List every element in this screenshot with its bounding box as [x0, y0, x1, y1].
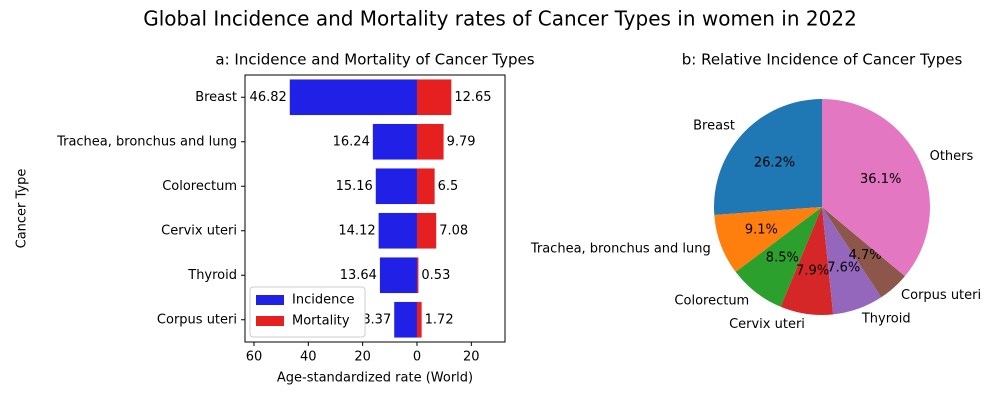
- pie-label: Thyroid: [861, 311, 911, 326]
- x-axis-label: Age-standardized rate (World): [277, 371, 473, 386]
- y-tick-label: Trachea, bronchus and lung: [56, 134, 237, 149]
- bar: [379, 257, 417, 294]
- pie-label: Others: [930, 149, 974, 164]
- figure-title: Global Incidence and Mortality rates of …: [143, 7, 857, 31]
- bar: [416, 212, 437, 249]
- bar: [416, 168, 435, 205]
- pie-slice: [822, 207, 905, 298]
- data-label: 13.64: [340, 268, 377, 283]
- x-tick-label: 0: [413, 350, 421, 365]
- y-tick-label: Colorectum: [162, 179, 237, 194]
- data-label: 14.12: [338, 223, 375, 238]
- y-tick-label: Cervix uteri: [161, 223, 237, 238]
- bar: [372, 123, 417, 160]
- bar: [416, 257, 419, 294]
- pie-label: Corpus uteri: [901, 288, 981, 303]
- pie-percent: 7.9%: [796, 264, 829, 279]
- bar: [416, 79, 452, 116]
- bar: [375, 168, 417, 205]
- data-label: 8.37: [362, 312, 391, 327]
- y-tick-label: Thyroid: [187, 268, 237, 283]
- legend-label: Mortality: [292, 314, 350, 329]
- data-label: 46.82: [250, 90, 287, 105]
- pie-slice: [714, 99, 822, 215]
- pie-label: Trachea, bronchus and lung: [530, 241, 711, 256]
- data-label: 1.72: [425, 312, 454, 327]
- pie-percent: 36.1%: [860, 172, 901, 187]
- pie-percent: 8.5%: [766, 251, 799, 266]
- bar: [378, 212, 417, 249]
- data-label: 16.24: [333, 134, 370, 149]
- bar: [394, 301, 417, 338]
- subplot-title: b: Relative Incidence of Cancer Types: [682, 51, 963, 69]
- legend-swatch: [256, 295, 284, 305]
- pie-slice: [780, 207, 834, 316]
- legend-label: Incidence: [292, 293, 354, 308]
- y-tick-label: Corpus uteri: [157, 312, 237, 327]
- bar: [416, 123, 444, 160]
- pie-percent: 26.2%: [754, 155, 795, 170]
- x-tick-label: 60: [246, 350, 263, 365]
- data-label: 12.65: [454, 90, 491, 105]
- bar: [416, 301, 422, 338]
- pie-label: Cervix uteri: [729, 317, 805, 332]
- plot-frame: [244, 74, 506, 343]
- bar: [289, 79, 417, 116]
- x-tick-label: 40: [300, 350, 317, 365]
- legend-swatch: [256, 316, 284, 326]
- subplot-title: a: Incidence and Mortality of Cancer Typ…: [215, 51, 534, 69]
- x-tick-label: 20: [463, 350, 480, 365]
- pie-label: Colorectum: [674, 293, 749, 308]
- pie-slice: [822, 207, 882, 315]
- x-tick-label: 20: [354, 350, 371, 365]
- y-axis-label: Cancer Type: [15, 169, 30, 249]
- data-label: 15.16: [336, 179, 373, 194]
- data-label: 9.79: [447, 134, 476, 149]
- data-label: 7.08: [439, 223, 468, 238]
- y-tick-label: Breast: [195, 90, 237, 105]
- pie-label: Breast: [693, 119, 735, 134]
- pie-percent: 7.6%: [827, 261, 860, 276]
- pie-slice: [822, 99, 931, 277]
- data-label: 6.5: [438, 179, 459, 194]
- pie-slice: [714, 207, 822, 272]
- pie-slice: [735, 207, 822, 307]
- data-label: 0.53: [421, 268, 450, 283]
- pie-percent: 9.1%: [745, 222, 778, 237]
- pie-percent: 4.7%: [849, 248, 882, 263]
